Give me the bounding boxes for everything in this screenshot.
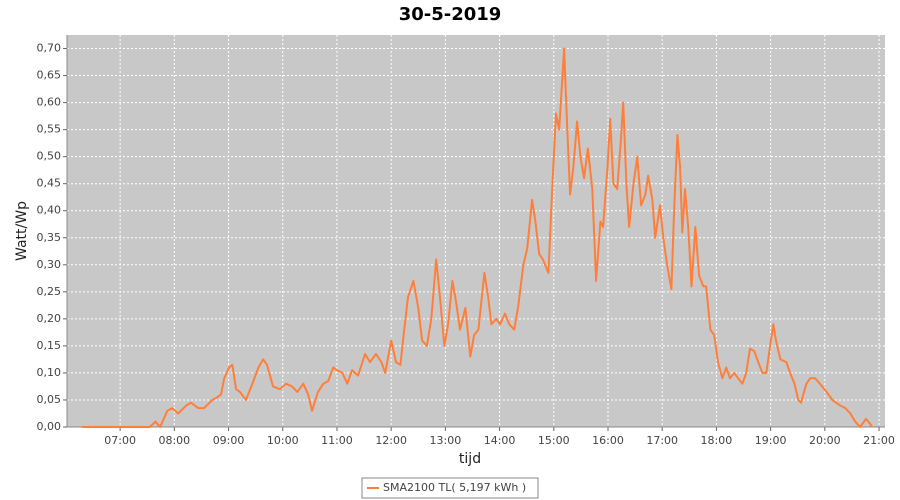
y-tick-label: 0,10 <box>37 366 62 379</box>
x-tick-label: 13:00 <box>430 434 462 447</box>
y-axis-label: Watt/Wp <box>14 201 30 261</box>
x-tick-label: 16:00 <box>592 434 624 447</box>
y-tick-label: 0,30 <box>37 258 62 271</box>
y-tick-label: 0,35 <box>37 231 62 244</box>
y-tick-label: 0,60 <box>37 96 62 109</box>
x-tick-label: 15:00 <box>538 434 570 447</box>
y-tick-label: 0,20 <box>37 312 62 325</box>
y-tick-label: 0,70 <box>37 42 62 55</box>
chart-title: 30-5-2019 <box>399 4 502 25</box>
legend-label: SMA2100 TL( 5,197 kWh ) <box>383 481 526 494</box>
x-tick-label: 21:00 <box>863 434 895 447</box>
x-tick-label: 14:00 <box>484 434 516 447</box>
x-tick-label: 07:00 <box>104 434 136 447</box>
x-tick-label: 19:00 <box>755 434 787 447</box>
y-tick-label: 0,55 <box>37 123 62 136</box>
y-tick-label: 0,45 <box>37 177 62 190</box>
y-tick-label: 0,65 <box>37 69 62 82</box>
x-tick-label: 17:00 <box>646 434 678 447</box>
y-tick-label: 0,05 <box>37 393 62 406</box>
x-tick-label: 20:00 <box>809 434 841 447</box>
x-tick-label: 08:00 <box>158 434 190 447</box>
plot-area <box>67 35 885 427</box>
y-tick-label: 0,50 <box>37 150 62 163</box>
x-tick-label: 10:00 <box>267 434 299 447</box>
y-tick-label: 0,15 <box>37 339 62 352</box>
x-tick-label: 12:00 <box>375 434 407 447</box>
x-tick-label: 09:00 <box>213 434 245 447</box>
x-tick-label: 11:00 <box>321 434 353 447</box>
y-tick-label: 0,25 <box>37 285 62 298</box>
series-line <box>82 47 873 428</box>
y-tick-label: 0,40 <box>37 204 62 217</box>
legend-box <box>361 477 539 499</box>
x-tick-label: 18:00 <box>701 434 733 447</box>
x-axis-label: tijd <box>459 451 481 467</box>
y-tick-label: 0,00 <box>37 420 62 433</box>
